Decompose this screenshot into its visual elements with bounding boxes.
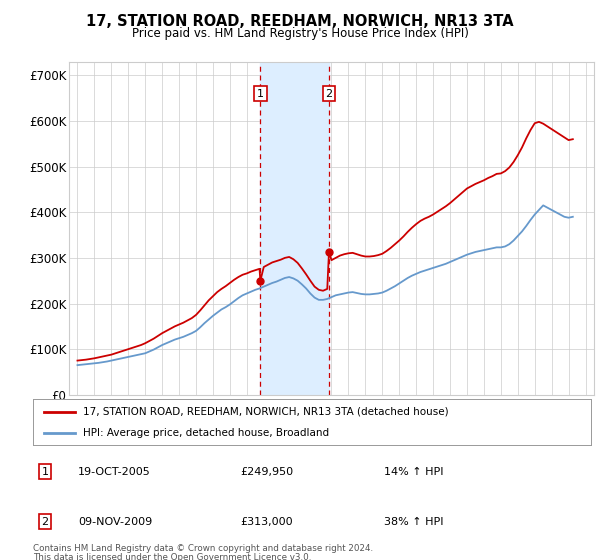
Text: 38% ↑ HPI: 38% ↑ HPI	[384, 517, 443, 527]
Text: This data is licensed under the Open Government Licence v3.0.: This data is licensed under the Open Gov…	[33, 553, 311, 560]
Text: 17, STATION ROAD, REEDHAM, NORWICH, NR13 3TA: 17, STATION ROAD, REEDHAM, NORWICH, NR13…	[86, 14, 514, 29]
Text: 2: 2	[325, 88, 332, 99]
Text: Price paid vs. HM Land Registry's House Price Index (HPI): Price paid vs. HM Land Registry's House …	[131, 27, 469, 40]
Text: 17, STATION ROAD, REEDHAM, NORWICH, NR13 3TA (detached house): 17, STATION ROAD, REEDHAM, NORWICH, NR13…	[83, 407, 449, 417]
Text: 1: 1	[41, 466, 49, 477]
Text: Contains HM Land Registry data © Crown copyright and database right 2024.: Contains HM Land Registry data © Crown c…	[33, 544, 373, 553]
Text: £313,000: £313,000	[240, 517, 293, 527]
Text: £249,950: £249,950	[240, 466, 293, 477]
Text: HPI: Average price, detached house, Broadland: HPI: Average price, detached house, Broa…	[83, 428, 329, 438]
Bar	[260, 62, 329, 395]
Text: 14% ↑ HPI: 14% ↑ HPI	[384, 466, 443, 477]
Text: 09-NOV-2009: 09-NOV-2009	[78, 517, 152, 527]
Text: 2: 2	[41, 517, 49, 527]
Text: 1: 1	[257, 88, 264, 99]
Text: 19-OCT-2005: 19-OCT-2005	[78, 466, 151, 477]
